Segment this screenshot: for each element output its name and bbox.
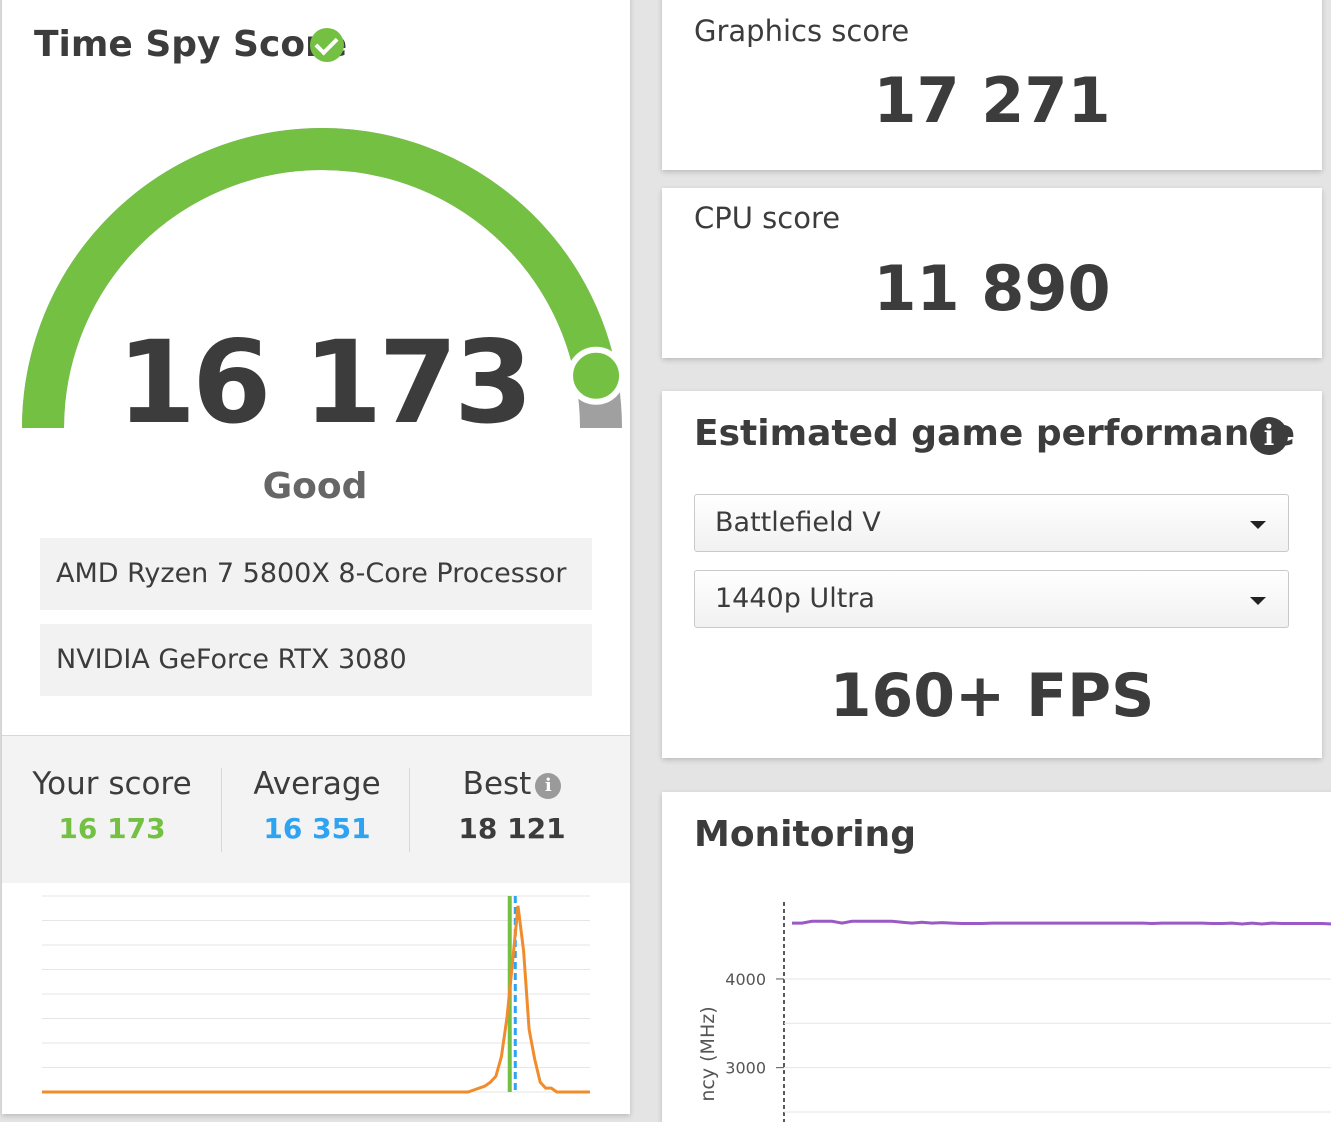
frequency-line	[792, 919, 1331, 926]
estimated-fps: 160+ FPS	[829, 661, 1155, 731]
average-label: Average	[253, 766, 381, 802]
distribution-line	[42, 905, 590, 1094]
gpu-name: NVIDIA GeForce RTX 3080	[40, 624, 592, 696]
divider	[221, 768, 222, 852]
game-select-value: Battlefield V	[715, 507, 881, 538]
monitoring-card: Monitoring 4000 3000 ncy (MHz)	[662, 792, 1331, 1122]
y-tick-label: 3000	[725, 1059, 766, 1078]
best-value: 18 121	[458, 812, 566, 845]
divider	[409, 768, 410, 852]
cpu-score-label: CPU score	[694, 201, 841, 235]
check-circle-icon	[310, 28, 344, 62]
best-label-row: Best i	[412, 766, 612, 802]
average-value: 16 351	[263, 812, 371, 845]
y-tick-label: 4000	[725, 970, 766, 989]
score-title: Time Spy Score	[34, 24, 348, 65]
info-icon[interactable]: i	[535, 773, 562, 799]
game-select[interactable]: Battlefield V	[694, 494, 1289, 552]
preset-select[interactable]: 1440p Ultra	[694, 570, 1289, 628]
gauge-knob	[567, 346, 626, 405]
cpu-score-value: 11 890	[873, 252, 1111, 325]
average-stat: Average 16 351	[224, 766, 410, 845]
monitoring-title: Monitoring	[694, 814, 916, 855]
graphics-score-card: Graphics score 17 271	[662, 0, 1322, 170]
game-performance-card: Estimated game performance i Battlefield…	[662, 391, 1322, 758]
y-axis-label: ncy (MHz)	[697, 1006, 719, 1101]
monitoring-chart: 4000 3000 ncy (MHz)	[697, 902, 1331, 1122]
your-score-stat: Your score 16 173	[22, 766, 202, 845]
best-stat: Best i 18 121	[412, 766, 612, 845]
score-distribution-chart	[42, 895, 590, 1094]
score-card: Time Spy Score 16 173 Good AMD Ryzen 7 5…	[2, 0, 630, 1114]
cpu-score-card: CPU score 11 890	[662, 188, 1322, 358]
cpu-name: AMD Ryzen 7 5800X 8-Core Processor	[40, 538, 592, 610]
your-score-value: 16 173	[58, 812, 166, 845]
preset-select-value: 1440p Ultra	[715, 583, 875, 614]
score-comparison: Your score 16 173 Average 16 351 Best i 1…	[2, 735, 630, 883]
info-icon[interactable]: i	[1250, 417, 1288, 455]
your-score-label: Your score	[32, 766, 192, 802]
gauge-fill	[22, 128, 617, 429]
score-gauge	[22, 128, 626, 429]
chevron-down-icon	[1250, 597, 1266, 605]
graphics-score-value: 17 271	[873, 64, 1111, 137]
overall-score: 16 173	[116, 316, 533, 449]
score-rating: Good	[262, 466, 368, 507]
game-performance-title: Estimated game performance	[694, 413, 1296, 454]
graphics-score-label: Graphics score	[694, 14, 910, 48]
best-label: Best	[462, 766, 532, 802]
chevron-down-icon	[1250, 521, 1266, 529]
